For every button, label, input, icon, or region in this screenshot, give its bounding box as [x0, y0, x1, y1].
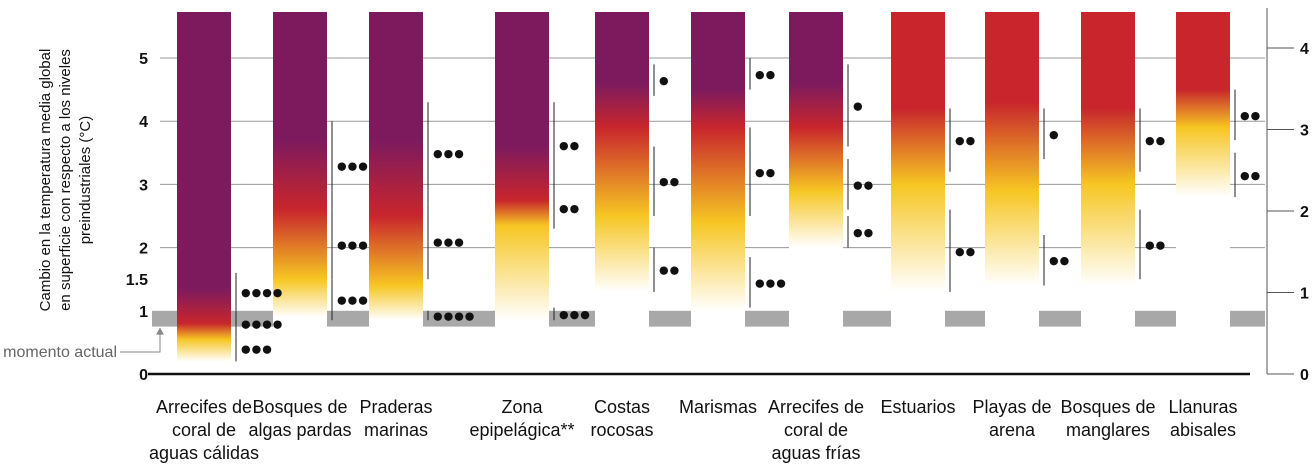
- confidence-dots: ●: [1049, 128, 1060, 141]
- present-day-arrow: [156, 327, 164, 335]
- risk-column: [595, 12, 649, 374]
- confidence-dots: ●●: [853, 178, 874, 191]
- y-tick-label: 0: [139, 367, 148, 384]
- confidence-dots: ●●: [659, 264, 680, 277]
- risk-column: [1176, 12, 1230, 374]
- category-label: abisales: [1170, 420, 1236, 440]
- y-axis-title: Cambio en la temperatura media global: [37, 49, 54, 312]
- category-label: manglares: [1066, 420, 1150, 440]
- confidence-dots: ●●●: [241, 343, 273, 356]
- risk-column: [891, 12, 945, 374]
- category-label: Llanuras: [1168, 397, 1237, 417]
- risk-column: [691, 12, 745, 374]
- risk-column: [273, 12, 327, 374]
- risk-column: [789, 12, 843, 374]
- risk-column: [495, 12, 549, 374]
- confidence-dots: ●●: [1145, 238, 1166, 251]
- confidence-dots: ●●●: [433, 147, 465, 160]
- confidence-dots: ●●: [1240, 109, 1261, 122]
- confidence-dots: ●●●●: [241, 317, 283, 330]
- y-tick-label: 3: [139, 177, 148, 194]
- confidence-dots: ●●: [755, 68, 776, 81]
- confidence-dots: ●●●: [433, 235, 465, 248]
- y-tick-label: 2: [139, 241, 148, 258]
- right-tick-label: 1: [1300, 286, 1309, 303]
- y-tick-label: 5: [139, 51, 148, 68]
- confidence-dots: ●●●: [559, 308, 591, 321]
- confidence-dots: ●●●: [337, 238, 369, 251]
- category-label: Estuarios: [880, 397, 955, 417]
- y-tick-label: 4: [139, 114, 148, 131]
- y-axis-title: en superficie con respecto a los niveles: [57, 49, 74, 311]
- risk-column: [177, 12, 231, 374]
- category-label: Playas de: [972, 397, 1051, 417]
- confidence-dots: ●●●●: [433, 310, 475, 323]
- category-label: coral de: [172, 420, 236, 440]
- present-day-leader: [120, 328, 161, 353]
- right-tick-label: 0: [1300, 367, 1309, 384]
- category-label: Arrecifes de: [156, 397, 252, 417]
- confidence-dots: ●: [853, 99, 864, 112]
- category-label: rocosas: [590, 420, 653, 440]
- category-label: algas pardas: [248, 420, 351, 440]
- risk-column: [369, 12, 423, 374]
- y-axis-title: preindustriales (°C): [77, 116, 94, 245]
- risk-column: [985, 12, 1039, 374]
- category-label: Zona: [501, 397, 543, 417]
- right-tick-label: 3: [1300, 123, 1309, 140]
- confidence-dots: ●●●: [755, 276, 787, 289]
- category-label: Arrecifes de: [768, 397, 864, 417]
- confidence-dots: ●●: [1145, 134, 1166, 147]
- y-tick-label: 1: [139, 304, 148, 321]
- confidence-dots: ●●: [659, 175, 680, 188]
- category-label: epipelágica**: [469, 420, 574, 440]
- category-label: aguas frías: [771, 443, 860, 463]
- right-tick-label: 2: [1300, 204, 1309, 221]
- confidence-dots: ●●: [955, 134, 976, 147]
- right-tick-label: 4: [1300, 41, 1309, 58]
- confidence-dots: ●●: [1240, 169, 1261, 182]
- confidence-dots: ●●: [853, 226, 874, 239]
- category-label: Bosques de: [1060, 397, 1155, 417]
- confidence-dots: ●●●: [337, 159, 369, 172]
- confidence-dots: ●●●●: [241, 286, 283, 299]
- present-day-overlay: [152, 311, 1265, 327]
- category-label: aguas cálidas: [149, 443, 259, 463]
- category-label: arena: [989, 420, 1036, 440]
- category-label: Costas: [594, 397, 650, 417]
- category-label: Praderas: [359, 397, 432, 417]
- confidence-dots: ●●: [755, 166, 776, 179]
- confidence-dots: ●●: [559, 139, 580, 152]
- confidence-dots: ●: [659, 74, 670, 87]
- y-tick-label: 1.5: [126, 272, 148, 289]
- category-label: Bosques de: [252, 397, 347, 417]
- category-label: coral de: [784, 420, 848, 440]
- present-day-label: momento actual: [3, 344, 117, 361]
- confidence-dots: ●●: [1049, 254, 1070, 267]
- confidence-dots: ●●●: [337, 294, 369, 307]
- category-label: Marismas: [679, 397, 757, 417]
- confidence-dots: ●●: [559, 202, 580, 215]
- confidence-dots: ●●: [955, 245, 976, 258]
- category-label: marinas: [364, 420, 428, 440]
- risk-column: [1081, 12, 1135, 374]
